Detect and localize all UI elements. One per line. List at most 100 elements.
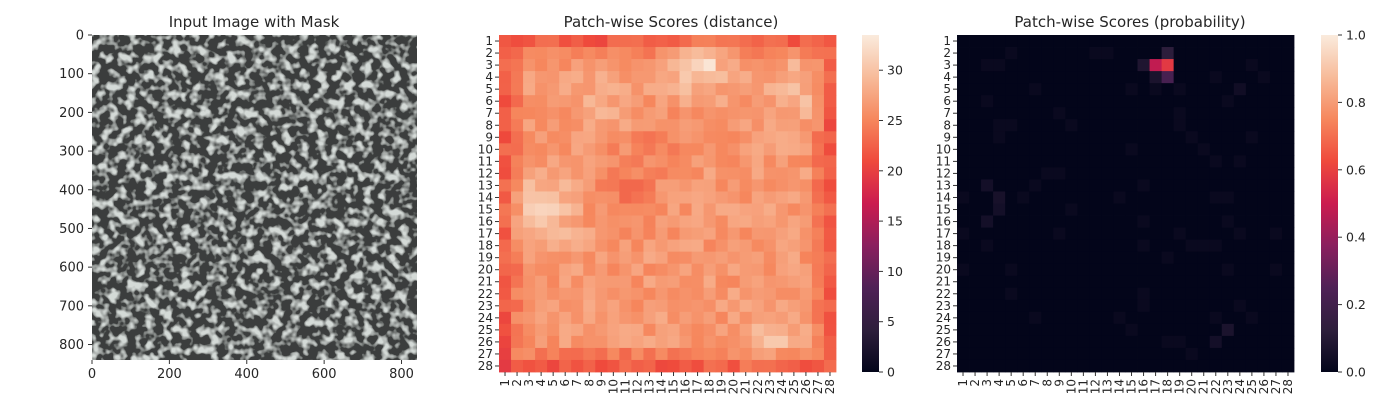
heatmap-cell: [619, 119, 632, 132]
heatmap-cell: [981, 35, 994, 48]
heatmap-cell: [751, 359, 765, 373]
heatmap-cell: [1245, 155, 1259, 168]
colorbar-tick-label: 1.0: [1346, 28, 1366, 43]
heatmap-cell: [1077, 311, 1090, 325]
heatmap-cell: [691, 335, 705, 349]
heatmap-cell: [1101, 299, 1114, 313]
heatmap-cell: [595, 167, 608, 180]
heatmap-cell: [619, 203, 632, 216]
heatmap-cell: [957, 335, 970, 349]
heatmap-cell: [787, 287, 801, 301]
heatmap-cell: [511, 107, 524, 120]
heatmap-cell: [1017, 59, 1030, 72]
colorbar-tick-label: 10: [887, 264, 903, 279]
heatmap-cell: [1065, 47, 1078, 60]
heatmap-cell: [1041, 191, 1054, 204]
heatmap-cell: [957, 311, 970, 325]
heatmap-cell: [583, 347, 596, 361]
heatmap-cell: [993, 179, 1006, 192]
heatmap-cell: [1245, 311, 1259, 325]
heatmap-cell: [1233, 35, 1247, 48]
heatmap-cell: [1005, 323, 1018, 337]
heatmap-cell: [679, 59, 692, 72]
heatmap-y-tick-label: 9: [943, 130, 951, 144]
heatmap-cell: [607, 263, 620, 277]
heatmap-cell: [969, 275, 982, 289]
heatmap-cell: [523, 143, 536, 156]
heatmap-cell: [607, 227, 620, 241]
heatmap-y-tick-label: 15: [936, 203, 951, 217]
heatmap-cell: [1053, 71, 1066, 84]
heatmap-cell: [1257, 263, 1271, 277]
heatmap-cell: [957, 239, 970, 253]
heatmap-cell: [619, 95, 632, 108]
heatmap-cell: [607, 347, 620, 361]
heatmap-cell: [1089, 167, 1102, 180]
heatmap-cell: [1113, 323, 1126, 337]
heatmap-cell: [523, 299, 536, 313]
heatmap-cell: [499, 275, 512, 289]
heatmap-cell: [1041, 251, 1054, 265]
heatmap-cell: [1101, 95, 1114, 108]
heatmap-cell: [1113, 143, 1126, 156]
heatmap-cell: [1029, 71, 1042, 84]
heatmap-cell: [595, 227, 608, 241]
heatmap-cell: [1041, 299, 1054, 313]
heatmap-cell: [1101, 203, 1114, 216]
heatmap-cell: [1101, 239, 1114, 253]
heatmap-cell: [1173, 35, 1187, 48]
heatmap-cell: [523, 191, 536, 204]
heatmap-cell: [619, 131, 632, 144]
heatmap-cell: [499, 215, 512, 228]
heatmap-cell: [1089, 143, 1102, 156]
heatmap-cell: [1161, 119, 1175, 132]
heatmap-cell: [1269, 287, 1283, 301]
heatmap-cell: [595, 215, 608, 228]
heatmap-cell: [1257, 347, 1271, 361]
heatmap-y-tick-label: 9: [485, 130, 493, 144]
heatmap-cell: [1017, 143, 1030, 156]
heatmap-cell: [823, 203, 837, 216]
heatmap-cell: [1125, 287, 1138, 301]
heatmap-cell: [969, 71, 982, 84]
heatmap-cell: [1089, 191, 1102, 204]
heatmap-cell: [631, 35, 644, 48]
heatmap-y-tick-label: 4: [485, 70, 493, 84]
heatmap-cell: [799, 251, 813, 265]
heatmap-cell: [1149, 143, 1163, 156]
heatmap-cell: [1281, 47, 1295, 60]
heatmap-cell: [763, 95, 777, 108]
heatmap-cell: [727, 131, 741, 144]
heatmap-y-tick-label: 8: [485, 118, 493, 132]
heatmap-cell: [1041, 35, 1054, 48]
heatmap-cell: [1161, 203, 1175, 216]
heatmap-cell: [751, 299, 765, 313]
heatmap-cell: [811, 143, 825, 156]
heatmap-cell: [631, 119, 644, 132]
heatmap-cell: [969, 263, 982, 277]
heatmap-cell: [957, 227, 970, 241]
heatmap-cell: [667, 167, 680, 180]
heatmap-cell: [655, 155, 668, 168]
heatmap-cell: [1053, 35, 1066, 48]
heatmap-cell: [1197, 215, 1211, 228]
heatmap-y-tick-label: 17: [936, 227, 951, 241]
heatmap-cell: [1281, 239, 1295, 253]
heatmap-cell: [811, 167, 825, 180]
heatmap-cell: [1269, 143, 1283, 156]
heatmap-cell: [631, 179, 644, 192]
heatmap-x-tick-label: 28: [823, 379, 837, 394]
heatmap-cell: [1185, 263, 1199, 277]
heatmap-cell: [643, 287, 656, 301]
colorbar-tick-label: 0.8: [1346, 95, 1366, 110]
heatmap-cell: [583, 71, 596, 84]
heatmap-cell: [1257, 83, 1271, 96]
heatmap-cell: [1257, 47, 1271, 60]
heatmap-cell: [1065, 59, 1078, 72]
heatmap-cell: [499, 251, 512, 265]
heatmap-cell: [619, 263, 632, 277]
heatmap-cell: [763, 83, 777, 96]
heatmap-cell: [595, 203, 608, 216]
heatmap-cell: [981, 335, 994, 349]
heatmap-cell: [583, 335, 596, 349]
